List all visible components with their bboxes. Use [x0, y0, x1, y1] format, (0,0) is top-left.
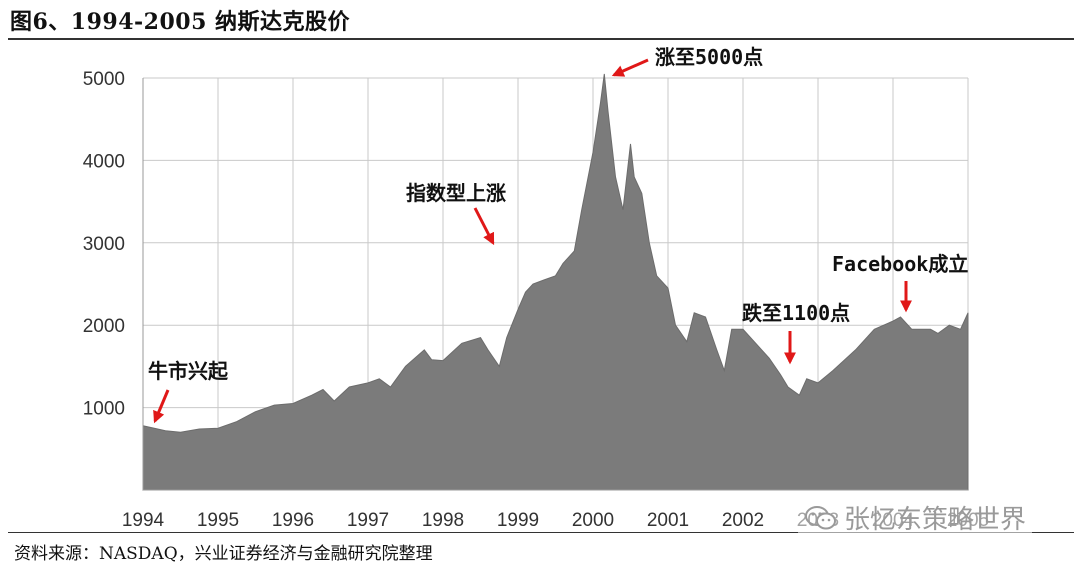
- y-tick-label: 1000: [83, 399, 125, 420]
- annotation-arrow: [611, 58, 649, 77]
- watermark-text: 张忆东策略世界: [844, 505, 1027, 535]
- annotation-label: 指数型上涨: [406, 181, 506, 205]
- x-tick-label: 1999: [497, 510, 539, 531]
- annotation-label: 牛市兴起: [148, 359, 229, 383]
- title-divider: [8, 38, 1074, 40]
- source-note: 资料来源：NASDAQ，兴业证券经济与金融研究院整理: [14, 544, 433, 564]
- x-tick-label: 1996: [272, 510, 314, 531]
- figure-title: 图6、1994-2005 纳斯达克股价: [10, 9, 351, 35]
- y-tick-label: 3000: [83, 234, 125, 255]
- x-tick-label: 2000: [572, 510, 614, 531]
- wechat-icon: [805, 505, 836, 529]
- x-tick-label: 1998: [422, 510, 464, 531]
- index-area: [142, 73, 969, 491]
- source-divider: [8, 532, 1074, 533]
- x-tick-label: 1997: [347, 510, 389, 531]
- x-tick-label: 2002: [722, 510, 764, 531]
- annotation-arrow: [473, 207, 495, 246]
- annotation-arrow: [153, 389, 170, 424]
- annotation-label: 涨至5000点: [655, 45, 763, 69]
- annotation-label: Facebook成立: [832, 252, 968, 276]
- x-tick-label: 2001: [647, 510, 689, 531]
- x-tick-label: 1994: [122, 510, 165, 531]
- y-tick-label: 2000: [83, 316, 125, 337]
- y-tick-label: 4000: [83, 151, 125, 172]
- watermark: 张忆东策略世界: [798, 497, 1033, 538]
- annotation-label: 跌至1100点: [742, 301, 850, 325]
- x-tick-label: 1995: [197, 510, 239, 531]
- y-tick-label: 5000: [83, 69, 125, 90]
